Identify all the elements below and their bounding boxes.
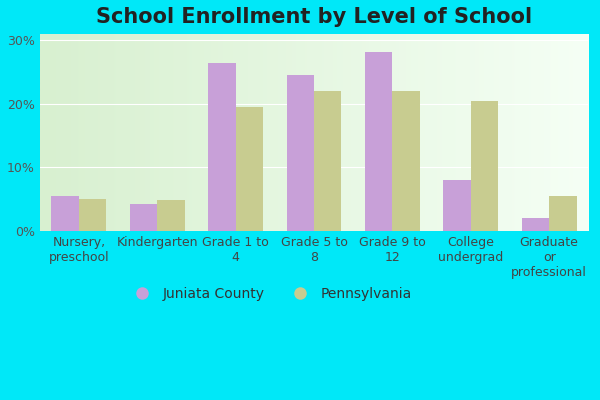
Bar — [522, 218, 549, 231]
Bar — [208, 62, 236, 231]
Title: School Enrollment by Level of School: School Enrollment by Level of School — [96, 7, 532, 27]
Bar — [471, 101, 498, 231]
Bar — [549, 196, 577, 231]
Bar — [287, 75, 314, 231]
Bar — [157, 200, 185, 231]
Bar — [236, 107, 263, 231]
Bar — [79, 199, 106, 231]
Bar — [314, 91, 341, 231]
Bar — [52, 196, 79, 231]
Bar — [443, 180, 471, 231]
Bar — [365, 52, 392, 231]
Bar — [392, 91, 420, 231]
Bar — [130, 204, 157, 231]
Legend: Juniata County, Pennsylvania: Juniata County, Pennsylvania — [123, 281, 418, 306]
